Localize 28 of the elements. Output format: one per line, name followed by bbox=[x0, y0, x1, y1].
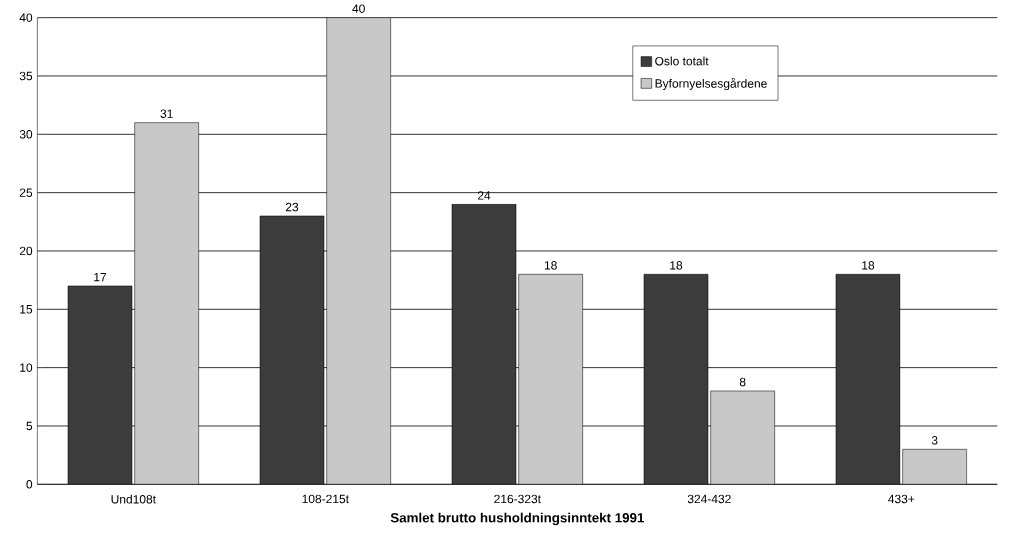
x-tick-label: 216-323t bbox=[494, 494, 541, 504]
data-label: 18 bbox=[862, 261, 875, 270]
y-tick-label: 35 bbox=[19, 71, 33, 81]
x-tick-label: 433+ bbox=[888, 494, 915, 504]
legend-label: Byfornyelsesgårdene bbox=[655, 78, 767, 91]
y-tick-label: 25 bbox=[19, 188, 33, 198]
data-label: 8 bbox=[739, 377, 746, 387]
x-tick-label: 108-215t bbox=[302, 494, 349, 504]
data-label: 3 bbox=[931, 436, 938, 445]
y-tick-label: 5 bbox=[26, 421, 33, 431]
legend-label: Oslo totalt bbox=[655, 56, 709, 66]
data-label: 18 bbox=[544, 261, 557, 270]
data-label: 17 bbox=[94, 273, 107, 282]
y-tick-label: 0 bbox=[26, 480, 33, 489]
x-tick-label: Und108t bbox=[111, 494, 156, 504]
x-tick-label: 324-432 bbox=[687, 494, 731, 504]
bar bbox=[902, 449, 967, 485]
y-tick-label: 10 bbox=[20, 363, 33, 373]
x-axis-title: Samlet brutto husholdningsinntekt 1991 bbox=[390, 512, 645, 526]
y-tick-label: 40 bbox=[19, 13, 33, 23]
data-label: 24 bbox=[477, 191, 491, 200]
data-label: 40 bbox=[352, 4, 365, 14]
data-label: 23 bbox=[285, 202, 299, 212]
data-label: 18 bbox=[670, 261, 683, 270]
y-tick-label: 15 bbox=[20, 305, 33, 314]
y-tick-label: 30 bbox=[19, 130, 33, 139]
data-label: 31 bbox=[160, 109, 173, 119]
y-tick-label: 20 bbox=[19, 246, 33, 256]
